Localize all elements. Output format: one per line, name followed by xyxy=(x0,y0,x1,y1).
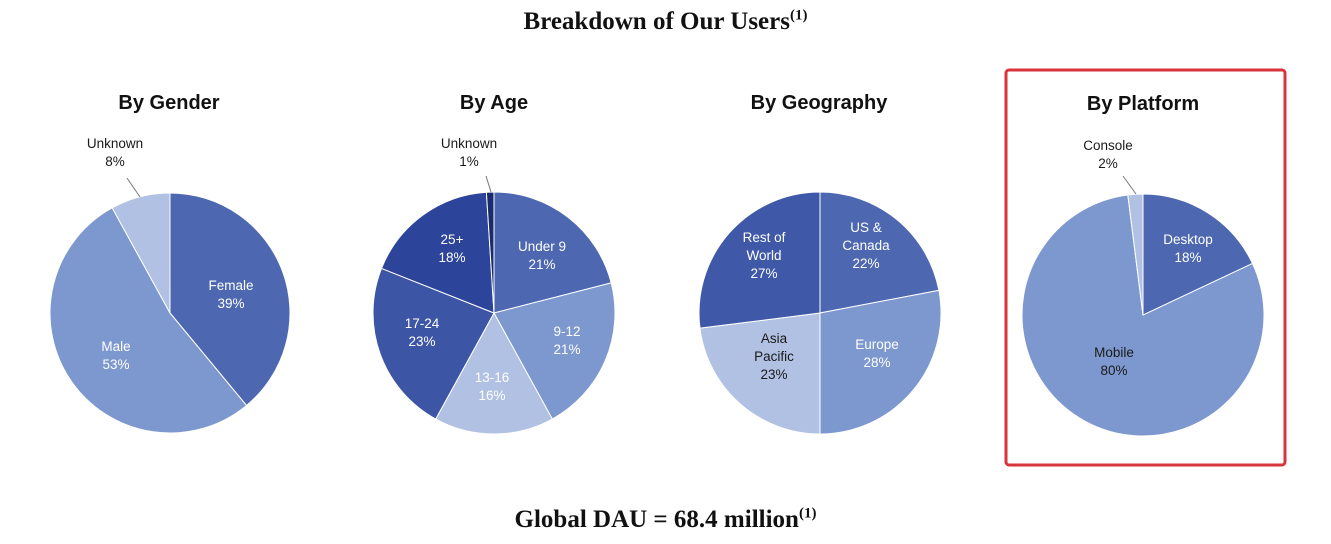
slice-label-by-platform-mobile: Mobile 80% xyxy=(1094,345,1134,378)
slice-label-by-age-9-12: 9-12 21% xyxy=(553,324,580,357)
page-title-text: Breakdown of Our Users xyxy=(523,8,790,35)
global-dau-footnote-marker: (1) xyxy=(798,505,817,522)
leader-line-by-platform-console xyxy=(1122,175,1137,195)
slice-label-by-geography-asia-pacific: Asia Pacific 23% xyxy=(754,331,794,382)
leader-line-by-age-unknown xyxy=(485,175,492,193)
slice-label-by-age-25: 25+ 18% xyxy=(438,232,465,265)
slice-by-age-unknown xyxy=(485,191,495,314)
leader-line-by-gender-unknown xyxy=(126,177,141,198)
slice-label-by-geography-europe: Europe 28% xyxy=(855,337,899,370)
global-dau-text: Global DAU = 68.4 million xyxy=(514,506,799,533)
pie-chart-by-age: By Age Under 9 21% 9-12 21% 13-16 16% 17-24 23% 2… xyxy=(372,92,616,435)
slice-label-by-platform-desktop: Desktop 18% xyxy=(1163,232,1213,265)
slice-label-by-platform-console: Console 2% xyxy=(1083,138,1133,171)
slice-by-platform-desktop xyxy=(1142,193,1254,316)
slice-by-geography-us-and-canada xyxy=(819,191,940,314)
pie-chart-by-gender: By Gender Female 39% Male 53% Unknown 8% xyxy=(49,92,291,434)
slice-by-age-9-12 xyxy=(493,282,616,420)
slice-label-by-gender-male: Male 53% xyxy=(101,339,130,372)
page-title-footnote-marker: (1) xyxy=(789,7,808,24)
global-dau-footer: Global DAU = 68.4 million(1) xyxy=(0,506,1331,534)
slice-label-by-age-17-24: 17-24 23% xyxy=(405,316,440,349)
pie-chart-by-geography: By Geography US & Canada 22% Europe 28% Asia Pa… xyxy=(698,92,942,435)
slice-by-gender-male xyxy=(49,207,248,434)
chart-title-by-age: By Age xyxy=(460,92,528,114)
pie-chart-by-platform: By Platform Desktop 18% Mobile 80% Console 2% xyxy=(1021,93,1265,437)
slice-by-platform-console xyxy=(1127,193,1144,316)
slice-label-by-geography-rest-of-world: Rest of World 27% xyxy=(743,230,786,281)
slice-by-platform-mobile xyxy=(1021,194,1265,437)
slice-label-by-age-unknown: Unknown 1% xyxy=(441,136,497,169)
chart-title-by-gender: By Gender xyxy=(118,92,219,114)
slice-by-age-under-9 xyxy=(493,191,612,314)
slice-by-age-17-24 xyxy=(372,267,495,420)
page-title: Breakdown of Our Users(1) xyxy=(0,8,1331,36)
slice-label-by-age-13-16: 13-16 16% xyxy=(475,370,510,403)
chart-title-by-platform: By Platform xyxy=(1087,93,1199,115)
platform-highlight-frame xyxy=(1004,68,1287,467)
slice-label-by-gender-unknown: Unknown 8% xyxy=(87,136,143,169)
slice-by-geography-europe xyxy=(819,289,942,435)
slice-by-geography-asia-pacific xyxy=(699,312,821,435)
slice-label-by-age-under-9: Under 9 21% xyxy=(518,239,566,272)
slice-by-age-13-16 xyxy=(435,311,553,435)
slice-label-by-geography-us-and-canada: US & Canada 22% xyxy=(842,220,890,271)
chart-title-by-geography: By Geography xyxy=(751,92,889,114)
slice-by-age-25 xyxy=(380,191,495,314)
slice-by-gender-female xyxy=(169,192,291,407)
slice-label-by-gender-female: Female 39% xyxy=(208,278,253,311)
slice-by-geography-rest-of-world xyxy=(698,191,821,329)
